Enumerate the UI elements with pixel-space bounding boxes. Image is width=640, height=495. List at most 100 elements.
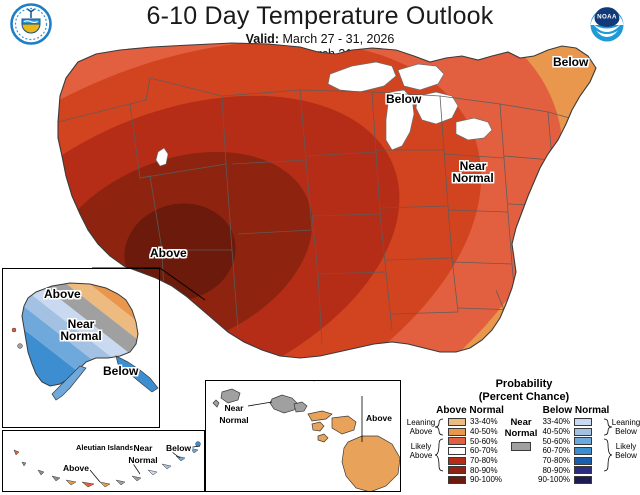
hawaii-probability-graphic <box>205 380 401 492</box>
legend-band-label: 70-80% <box>470 456 498 466</box>
legend-band-row: 60-70% <box>538 446 593 456</box>
legend-band-swatch <box>448 446 466 455</box>
legend-band-row: 33-40% <box>448 417 502 427</box>
legend-band-label: 40-50% <box>542 427 571 437</box>
leaning-above-l1: Leaning <box>406 418 436 427</box>
legend-band-row: 50-60% <box>448 436 502 446</box>
leaning-below-l1: Leaning <box>611 418 640 427</box>
label-conus-above: Above <box>150 246 187 260</box>
label-alaska-above: Above <box>44 287 81 301</box>
likely-below-l1: Likely <box>615 442 637 451</box>
label-hi-near-line1: Near <box>224 403 244 413</box>
legend-title-line2: (Percent Chance) <box>478 390 570 403</box>
nws-logo <box>10 3 52 45</box>
leaning-above-l2: Above <box>409 427 433 436</box>
label-aleutian-near-normal: Near Normal <box>127 442 159 466</box>
legend-band-row: 40-50% <box>448 427 502 437</box>
label-near-line2: Normal <box>452 171 494 185</box>
legend-band-swatch <box>448 437 466 446</box>
legend-near-line1: Near <box>510 417 532 428</box>
label-alaska-below: Below <box>103 364 139 378</box>
label-near-line1: Near <box>459 159 487 173</box>
legend-likely-above: Likely Above <box>404 442 438 460</box>
legend-band-swatch <box>448 466 466 475</box>
conus-outline <box>57 42 597 359</box>
likely-above-l1: Likely <box>410 442 432 451</box>
likely-above-l2: Above <box>409 451 433 460</box>
legend-near-line2: Normal <box>504 427 538 439</box>
legend-above-header: Above Normal <box>436 405 504 416</box>
legend-band-row: 90-100% <box>448 475 502 485</box>
label-al-near-line1: Near <box>133 443 153 453</box>
legend-band-swatch <box>574 446 593 455</box>
legend-band-swatch <box>574 466 593 475</box>
legend-band-row: 60-70% <box>448 446 502 456</box>
alaska-panhandle <box>11 327 159 401</box>
legend-band-label: 70-80% <box>542 456 571 466</box>
legend-band-swatch <box>574 417 593 426</box>
legend-band-swatch <box>574 475 593 484</box>
valid-label: Valid: <box>245 32 279 46</box>
label-conus-near-normal: Near Normal <box>448 160 498 184</box>
legend-title-line1: Probability <box>495 378 553 390</box>
label-ak-near-line1: Near <box>67 317 95 331</box>
legend-band-label: 90-100% <box>470 475 503 485</box>
legend-brackets <box>434 418 613 472</box>
likely-below-l2: Below <box>615 451 637 460</box>
svg-text:NOAA: NOAA <box>597 14 617 21</box>
label-conus-below-northeast: Below <box>553 55 589 69</box>
label-hawaii-near-normal: Near Normal <box>212 402 256 426</box>
label-hi-near-line2: Normal <box>219 415 249 425</box>
legend-band-swatch <box>448 456 466 465</box>
noaa-logo: NOAA <box>590 7 624 42</box>
legend: Probability (Percent Chance) Above Norma… <box>407 378 640 495</box>
legend-leaning-above: Leaning Above <box>404 418 438 436</box>
label-aleutian-above: Above <box>63 463 89 473</box>
legend-title: Probability (Percent Chance) <box>408 378 640 403</box>
legend-band-row: 70-80% <box>538 456 593 466</box>
label-aleutian-below: Below <box>166 443 192 453</box>
inset-connector-line-2 <box>159 267 206 301</box>
aleutian-inset-frame <box>2 430 205 492</box>
legend-band-label: 33-40% <box>542 417 571 427</box>
legend-band-label: 90-100% <box>538 475 571 485</box>
legend-band-label: 33-40% <box>470 417 498 427</box>
leaning-below-l2: Below <box>615 427 637 436</box>
legend-band-row: 50-60% <box>538 436 593 446</box>
label-alaska-near-normal: Near Normal <box>58 318 104 342</box>
legend-band-label: 60-70% <box>542 446 571 456</box>
legend-band-row: 80-90% <box>448 465 502 475</box>
legend-band-swatch <box>448 475 466 484</box>
label-al-near-line2: Normal <box>128 455 158 465</box>
legend-band-row: 80-90% <box>538 465 593 475</box>
legend-band-swatch <box>448 427 466 436</box>
legend-band-label: 80-90% <box>542 465 571 475</box>
legend-band-swatch <box>574 427 593 436</box>
label-hawaii-above: Above <box>366 413 392 423</box>
hawaii-inset-frame <box>205 380 401 492</box>
label-ak-near-line2: Normal <box>60 329 102 343</box>
legend-band-row: 90-100% <box>538 475 593 485</box>
legend-below-header: Below Normal <box>542 405 610 416</box>
legend-below-swatches: 33-40% 40-50% 50-60% 60-70% 70-80% 80-90% 90-1… <box>538 417 593 485</box>
valid-value: March 27 - 31, 2026 <box>282 32 395 46</box>
page-title: 6-10 Day Temperature Outlook <box>146 2 494 30</box>
legend-band-swatch <box>574 437 593 446</box>
legend-above-swatches: 33-40% 40-50% 50-60% 60-70% 70-80% 80-90% 90-1… <box>448 417 502 485</box>
legend-band-swatch <box>448 417 466 426</box>
label-conus-below-lakes: Below <box>386 92 422 106</box>
legend-band-label: 40-50% <box>470 427 498 437</box>
label-aleutian-caption: Aleutian Islands <box>76 443 134 452</box>
valid-row: Valid: March 27 - 31, 2026 <box>0 32 640 47</box>
legend-band-label: 60-70% <box>470 446 498 456</box>
legend-band-row: 33-40% <box>538 417 593 427</box>
legend-band-swatch <box>574 456 593 465</box>
legend-leaning-below: Leaning Below <box>608 418 640 436</box>
legend-band-row: 40-50% <box>538 427 593 437</box>
legend-band-row: 70-80% <box>448 456 502 466</box>
legend-near-normal-swatch <box>511 442 531 451</box>
